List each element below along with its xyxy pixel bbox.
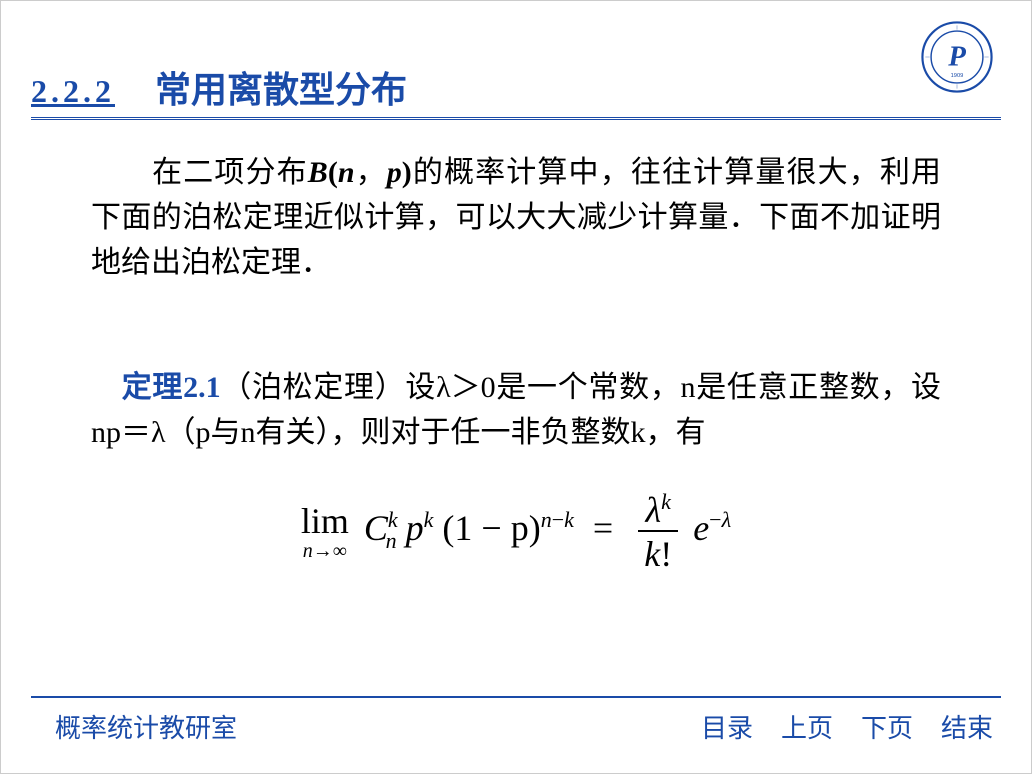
lp: ( [328, 156, 338, 189]
var-n: n [338, 156, 355, 189]
th-with: 与 [211, 416, 241, 449]
C-sub: n [386, 528, 397, 553]
var-p: p [387, 156, 402, 189]
th-eq: ＝λ [121, 416, 166, 449]
theorem-paragraph: 定理2.1（泊松定理）设λ＞0是一个常数，n是任意正整数，设np＝λ（p与n有关… [31, 365, 1001, 455]
frac-num: λk [638, 491, 678, 532]
intro-pre: 在二项分布 [151, 156, 308, 189]
lim-word: lim [301, 501, 349, 541]
th-n: n [681, 371, 696, 404]
th-n2: n [241, 416, 256, 449]
lim-sub: n→∞ [301, 540, 349, 563]
next-link[interactable]: 下页 [861, 708, 913, 745]
th-lambda: λ [436, 371, 451, 404]
footer-dept: 概率统计教研室 [31, 708, 237, 745]
svg-text:P: P [947, 41, 966, 73]
footer-nav: 目录 上页 下页 结束 [701, 708, 1001, 745]
dist-B: B [308, 156, 328, 189]
theorem-number: 2.1 [183, 371, 221, 404]
e-sup: −λ [709, 507, 731, 532]
poisson-formula: lim n→∞ Ckn pk (1 − p)n−k = λk k! e−λ [31, 491, 1001, 572]
rp: ) [402, 156, 412, 189]
th-tail: ，有 [646, 416, 706, 449]
th-lp: （ [166, 416, 196, 449]
toc-link[interactable]: 目录 [701, 708, 753, 745]
omp: (1 − p) [442, 508, 540, 548]
th-mid3: ，则对于任一非负整数 [331, 416, 631, 449]
th-k: k [631, 416, 646, 449]
fraction: λk k! [638, 491, 678, 572]
e: e [693, 508, 709, 548]
omp-sup: n−k [541, 507, 574, 532]
comma: ， [355, 156, 387, 189]
section-number: 2.2.2 [31, 73, 115, 110]
C: C [364, 508, 388, 548]
p-sup: k [424, 507, 434, 532]
equals: = [593, 508, 613, 548]
slide: P 1909 2.2.2 常用离散型分布 在二项分布B(n，p)的概率计算中，往… [1, 1, 1031, 773]
th-mid1: 是一个常数， [496, 371, 681, 404]
end-link[interactable]: 结束 [941, 708, 993, 745]
th-gt0: ＞0 [451, 371, 496, 404]
th-np: np [91, 416, 121, 449]
th-mid2: 是任意正整数，设 [696, 371, 942, 404]
section-header: 2.2.2 常用离散型分布 [31, 61, 1001, 120]
frac-den: k! [638, 532, 678, 572]
th-p: p [196, 416, 211, 449]
intro-paragraph: 在二项分布B(n，p)的概率计算中，往往计算量很大，利用下面的泊松定理近似计算，… [31, 150, 1001, 285]
th-related: 有关 [256, 416, 316, 449]
section-title: 常用离散型分布 [155, 61, 407, 113]
th-pre: （泊松定理）设 [221, 371, 437, 404]
th-rp: ） [316, 416, 331, 449]
theorem-label: 定理 [121, 371, 183, 404]
svg-text:1909: 1909 [951, 73, 964, 79]
p: p [406, 508, 424, 548]
university-logo: P 1909 [921, 21, 993, 93]
footer: 概率统计教研室 目录 上页 下页 结束 [31, 696, 1001, 745]
lim-block: lim n→∞ [301, 500, 349, 563]
prev-link[interactable]: 上页 [781, 708, 833, 745]
